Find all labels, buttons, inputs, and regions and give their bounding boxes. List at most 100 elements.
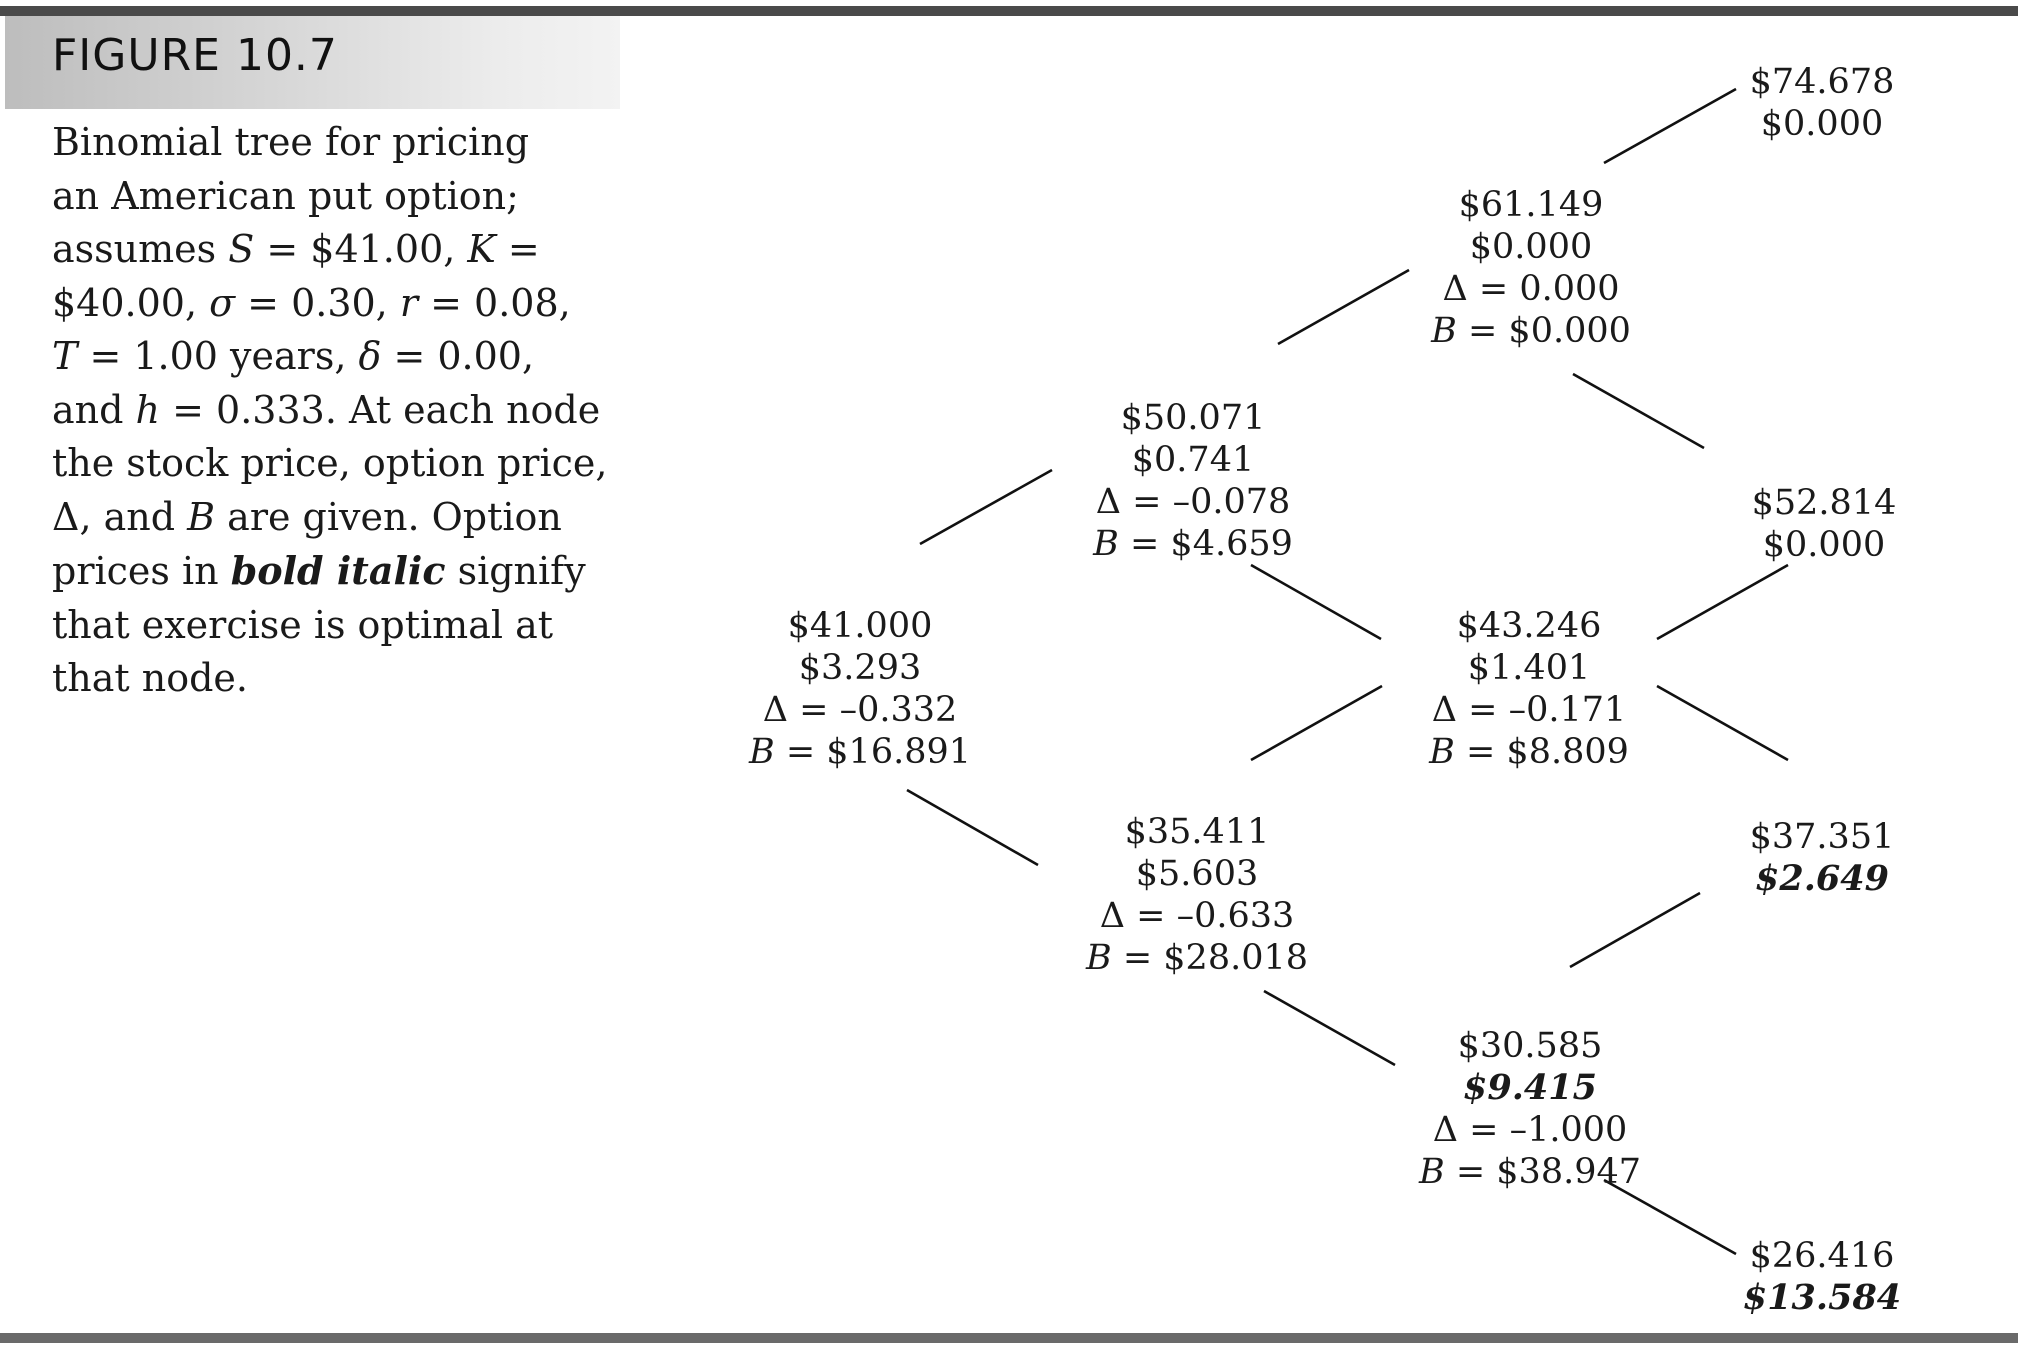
delta-value: Δ = –0.171: [1431, 690, 1627, 730]
caption-line: prices in bold italic signify: [52, 544, 586, 599]
tree-node: $52.814 $0.000: [1664, 482, 1984, 566]
tree-node: $35.411 $5.603 Δ = –0.633 B = $28.018: [1037, 811, 1357, 979]
figure-label-band: [5, 16, 620, 109]
caption-text: K: [467, 227, 496, 271]
caption-line: that node.: [52, 652, 572, 706]
edge-n1u-n2uu: [1277, 268, 1410, 346]
option-price: $5.603: [1135, 854, 1259, 894]
bond-amount: = $0.000: [1456, 311, 1631, 351]
caption-text: that node.: [52, 656, 248, 700]
stock-price: $52.814: [1751, 483, 1897, 523]
stock-price: $41.000: [787, 606, 933, 646]
option-price: $9.415: [1463, 1067, 1597, 1108]
caption-text: prices in: [52, 549, 231, 593]
caption-line: T = 1.00 years, δ = 0.00,: [52, 330, 572, 384]
bond-symbol: B: [1429, 732, 1455, 772]
bond-value: B = $16.891: [700, 731, 1020, 773]
caption-text: B: [187, 494, 216, 539]
top-rule: [0, 6, 2018, 16]
edge-n2dd-n3ddd: [1603, 1178, 1737, 1256]
bond-symbol: B: [1418, 1152, 1445, 1192]
option-price: $0.000: [1760, 104, 1884, 144]
caption-line: that exercise is optimal at: [52, 599, 572, 653]
edge-n2ud-n3udd: [1656, 684, 1789, 762]
bond-symbol: B: [748, 732, 775, 772]
bond-amount: = $38.947: [1444, 1152, 1642, 1192]
delta-value: Δ = –0.332: [762, 690, 958, 730]
bond-symbol: B: [1085, 938, 1112, 978]
bond-value: B = $4.659: [1033, 523, 1353, 565]
caption-text: $40.00,: [52, 280, 210, 325]
stock-price: $35.411: [1124, 812, 1270, 852]
delta-value: Δ = –1.000: [1432, 1110, 1628, 1150]
caption-text: bold italic: [230, 548, 446, 593]
stock-price: $26.416: [1749, 1236, 1895, 1276]
caption-line: Δ, and B are given. Option: [52, 491, 572, 545]
bond-value: B = $8.809: [1369, 731, 1689, 773]
tree-node: $50.071 $0.741 Δ = –0.078 B = $4.659: [1033, 397, 1353, 565]
caption-text: Binomial tree for pricing: [52, 120, 530, 164]
option-price: $0.000: [1469, 227, 1593, 267]
tree-node: $43.246 $1.401 Δ = –0.171 B = $8.809: [1369, 605, 1689, 773]
caption-line: Binomial tree for pricing: [52, 116, 572, 170]
caption-text: =: [495, 227, 540, 271]
edge-n2uu-n3uuu: [1603, 87, 1737, 165]
figure-label: FIGURE 10.7: [52, 30, 338, 81]
caption-text: and: [52, 387, 136, 432]
bond-value: B = $28.018: [1037, 937, 1357, 979]
caption-text: = 0.30,: [235, 280, 400, 325]
bond-amount: = $4.659: [1118, 524, 1293, 564]
caption-text: h: [135, 387, 161, 432]
figure-caption: Binomial tree for pricing an American put…: [52, 116, 607, 706]
stock-price: $37.351: [1749, 817, 1895, 857]
edge-n1u-n2ud: [1250, 563, 1382, 641]
caption-text: Δ, and: [52, 494, 188, 539]
tree-node: $74.678 $0.000: [1662, 61, 1982, 145]
caption-text: = 1.00 years,: [77, 334, 359, 378]
bond-amount: = $28.018: [1111, 938, 1309, 978]
edge-n0-n1u: [919, 468, 1053, 546]
stock-price: $43.246: [1456, 606, 1602, 646]
tree-node: $41.000 $3.293 Δ = –0.332 B = $16.891: [700, 605, 1020, 773]
tree-node: $61.149 $0.000 Δ = 0.000 B = $0.000: [1371, 184, 1691, 352]
bond-value: B = $0.000: [1371, 310, 1691, 352]
caption-line: assumes S = $41.00, K =: [52, 223, 572, 277]
option-price: $2.649: [1755, 858, 1889, 899]
caption-text: = 0.08,: [418, 280, 571, 325]
caption-text: σ: [209, 280, 236, 325]
bond-symbol: B: [1431, 311, 1457, 351]
caption-text: an American put option;: [52, 173, 519, 218]
caption-line: the stock price, option price,: [52, 437, 607, 491]
caption-line: and h = 0.333. At each node: [52, 384, 600, 438]
caption-text: S: [228, 227, 255, 271]
caption-text: signify: [445, 549, 586, 593]
stock-price: $50.071: [1120, 398, 1266, 438]
caption-line: an American put option;: [52, 170, 572, 224]
bottom-rule: [0, 1333, 2018, 1343]
bond-symbol: B: [1093, 524, 1119, 564]
option-price: $1.401: [1467, 648, 1591, 688]
stock-price: $61.149: [1458, 185, 1604, 225]
edge-n2dd-n3udd: [1569, 891, 1701, 969]
option-price: $3.293: [798, 648, 922, 688]
edge-n2ud-n3uud: [1656, 563, 1789, 641]
caption-text: that exercise is optimal at: [52, 602, 554, 647]
stock-price: $30.585: [1457, 1026, 1603, 1066]
caption-text: = 0.00,: [381, 334, 535, 378]
bond-amount: = $8.809: [1454, 732, 1629, 772]
edge-n0-n1d: [906, 788, 1039, 867]
delta-value: Δ = –0.633: [1099, 896, 1295, 936]
edge-n1d-n2ud: [1250, 684, 1383, 762]
option-price: $13.584: [1742, 1277, 1902, 1318]
tree-node: $37.351 $2.649: [1662, 816, 1982, 900]
tree-node: $30.585 $9.415 Δ = –1.000 B = $38.947: [1370, 1025, 1690, 1193]
bond-amount: = $16.891: [774, 732, 972, 772]
caption-text: the stock price, option price,: [52, 441, 608, 485]
delta-value: Δ = 0.000: [1442, 269, 1620, 309]
tree-node: $26.416 $13.584: [1662, 1235, 1982, 1319]
caption-text: T: [52, 334, 78, 378]
delta-value: Δ = –0.078: [1095, 482, 1291, 522]
caption-text: δ: [358, 334, 382, 378]
option-price: $0.741: [1131, 440, 1255, 480]
